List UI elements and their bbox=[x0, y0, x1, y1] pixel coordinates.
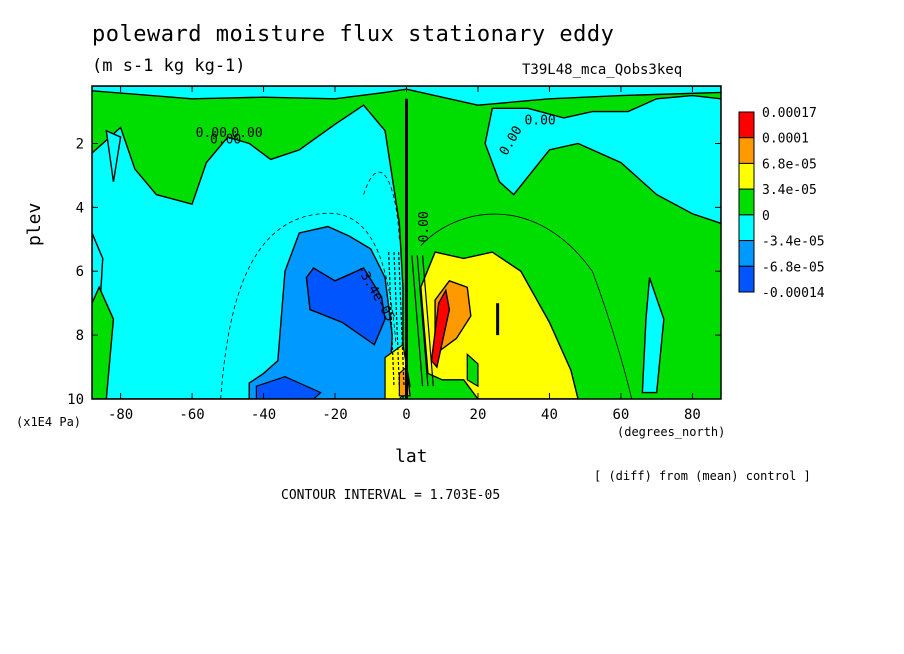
axes: -80 -60 -40 -20 0 20 40 60 80 2 4 6 8 10 bbox=[67, 86, 721, 423]
contour-interval: CONTOUR INTERVAL = 1.703E-05 bbox=[281, 488, 501, 503]
field-positive-hole bbox=[466, 352, 479, 388]
field-negative-max bbox=[305, 267, 386, 346]
colorbar-label: 3.4e-05 bbox=[762, 183, 817, 198]
contour-label: 0.00 bbox=[210, 132, 241, 147]
y-tick-label: 8 bbox=[76, 328, 84, 344]
colorbar-label: 0.00017 bbox=[762, 106, 817, 121]
colorbar-label: 0 bbox=[762, 209, 770, 224]
contour-label: 0.00 bbox=[314, 75, 345, 90]
x-tick-label: 0 bbox=[402, 407, 410, 423]
dashed-contour-core-1 bbox=[393, 252, 400, 387]
y-tick-label: 10 bbox=[67, 392, 84, 408]
colorbar-swatch bbox=[738, 137, 755, 164]
field-negative-patch-d bbox=[641, 277, 665, 394]
x-tick-label: -80 bbox=[108, 407, 133, 423]
contour-label: 0.00 bbox=[524, 113, 555, 128]
x-tick-label: -20 bbox=[322, 407, 347, 423]
positive-contour-core-1 bbox=[416, 255, 429, 387]
chart-units: (m s-1 kg kg-1) bbox=[92, 56, 246, 76]
field-negative-top-band bbox=[92, 86, 721, 106]
y-tick-label: 6 bbox=[76, 264, 84, 280]
x-tick-label: 60 bbox=[613, 407, 630, 423]
colorbar-swatch bbox=[738, 162, 755, 190]
colorbar-swatch bbox=[738, 214, 755, 242]
field-negative-northern-upper bbox=[484, 94, 721, 225]
contour-label: 0.00 bbox=[417, 211, 432, 242]
contour-plot-area: 0.00 0.000.000.000.000.00-3.4e-050.00 bbox=[92, 75, 721, 399]
field-negative-base bbox=[255, 375, 322, 399]
colorbar: 0.00017 0.0001 6.8e-05 3.4e-05 0 -3.4e-05 -6.8… bbox=[738, 106, 825, 301]
diff-note: [ (diff) from (mean) control ] bbox=[594, 469, 811, 483]
x-tick-label: -40 bbox=[251, 407, 276, 423]
x-tick-label: 80 bbox=[684, 407, 701, 423]
colorbar-label: -3.4e-05 bbox=[762, 235, 825, 250]
colorbar-swatch bbox=[738, 111, 755, 139]
run-label: T39L48_mca_Qobs3keq bbox=[522, 62, 683, 78]
contour-label: 0.00 bbox=[231, 126, 262, 141]
dashed-contour-core-0 bbox=[388, 252, 395, 387]
positive-contour-core-0 bbox=[411, 255, 424, 387]
contour-label: 0.00 bbox=[196, 126, 227, 141]
colorbar-swatch bbox=[738, 240, 755, 267]
field-negative-patch-a bbox=[105, 129, 122, 182]
colorbar-label: -0.00014 bbox=[762, 286, 825, 301]
x-tick-label: 40 bbox=[541, 407, 558, 423]
x-tick-label: 20 bbox=[470, 407, 487, 423]
positive-contour-core-2 bbox=[421, 255, 434, 387]
dashed-contour-upper bbox=[363, 171, 400, 240]
x-axis-units: (degrees_north) bbox=[617, 425, 726, 439]
chart-title: poleward moisture flux stationary eddy bbox=[92, 22, 615, 47]
field-positive-max bbox=[430, 288, 451, 369]
y-tick-label: 4 bbox=[76, 200, 84, 216]
field-positive-patch-c bbox=[92, 285, 115, 399]
y-axis-units: (x1E4 Pa) bbox=[16, 415, 82, 429]
dashed-contour-outer bbox=[220, 212, 397, 399]
x-tick-label: -60 bbox=[179, 407, 204, 423]
dashed-contour-core-2 bbox=[398, 252, 405, 387]
colorbar-swatch bbox=[738, 265, 755, 293]
x-axis-label: lat bbox=[395, 446, 428, 467]
colorbar-label: -6.8e-05 bbox=[762, 260, 825, 275]
colorbar-label: 6.8e-05 bbox=[762, 157, 817, 172]
y-tick-label: 2 bbox=[76, 136, 84, 152]
colorbar-label: 0.0001 bbox=[762, 132, 809, 147]
colorbar-swatch bbox=[738, 188, 755, 216]
positive-contour-outer bbox=[420, 213, 633, 399]
